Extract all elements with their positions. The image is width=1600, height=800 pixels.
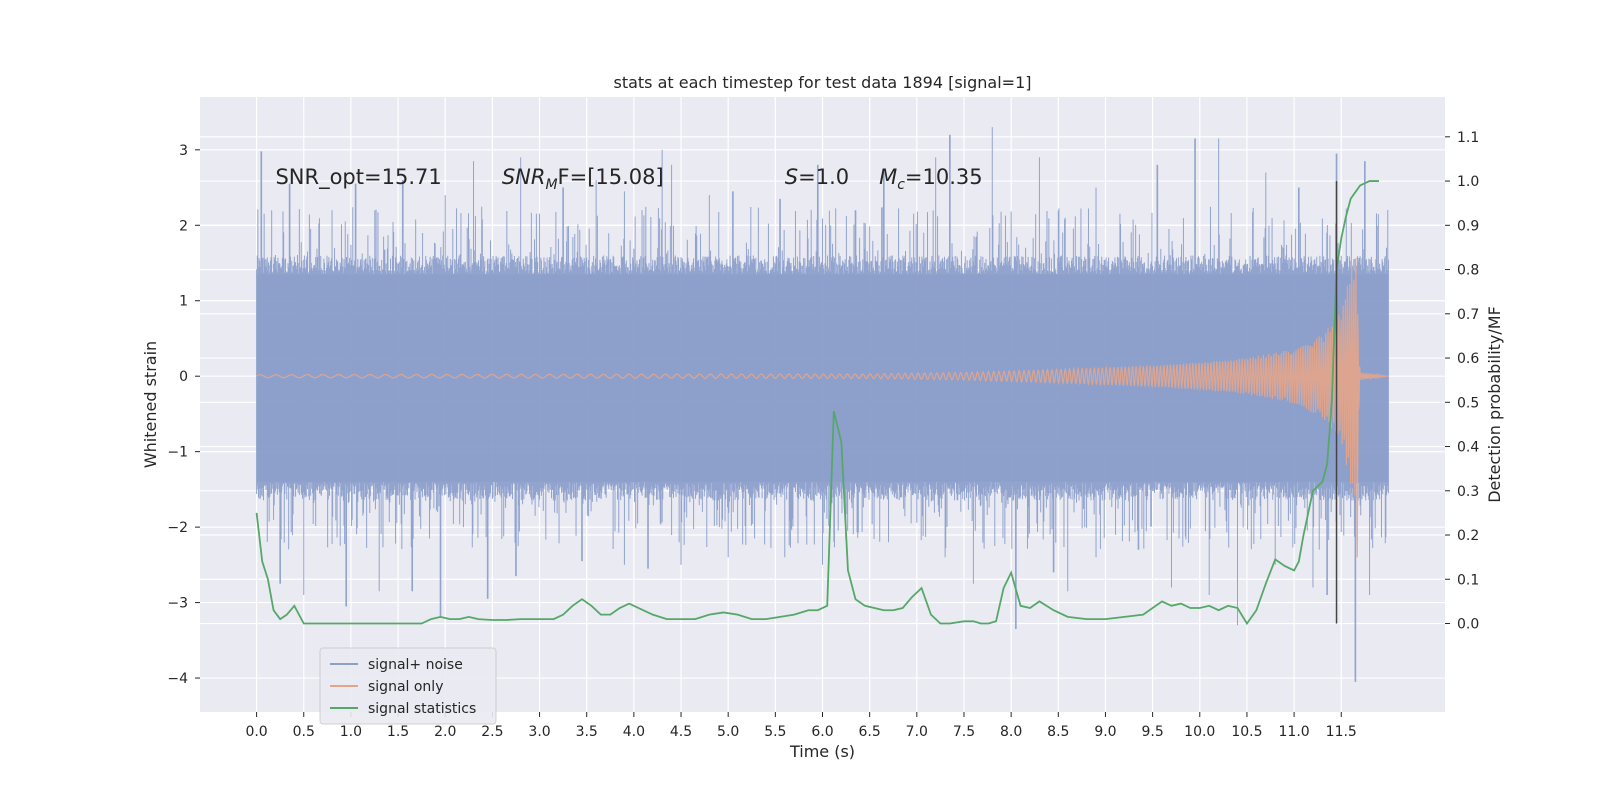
y2-axis-label: Detection probability/MF [1485,306,1504,503]
annotations: SNR_opt=15.71 SNRMF=[15.08] S=1.0 Mc=10.35 [275,165,982,193]
y2-tick-label: 0.0 [1457,617,1479,633]
y2-tick-label: 0.5 [1457,395,1479,411]
y-tick-label: 3 [179,143,188,159]
y-tick-label: −2 [167,520,188,536]
x-tick-label: 5.0 [717,724,739,740]
legend-label: signal only [368,679,443,695]
y2-tick-label: 0.3 [1457,484,1479,500]
x-tick-label: 1.0 [340,724,362,740]
x-tick-label: 7.0 [906,724,928,740]
x-tick-label: 9.5 [1141,724,1163,740]
legend-box [319,647,497,725]
y2-tick-label: 0.8 [1457,263,1479,279]
x-axis: 0.0 0.5 1.0 1.5 2.0 2.5 3.0 3.5 4.0 4.5 5.0 5.5 6.0 6… [245,712,1357,740]
x-tick-label: 8.5 [1047,724,1069,740]
y2-tick-label: 1.0 [1457,174,1479,190]
y2-tick-label: 0.1 [1457,572,1479,588]
y-tick-label: −1 [167,445,188,461]
annotation: SNRMF=[15.08] [502,165,664,193]
x-tick-label: 3.5 [576,724,598,740]
x-tick-label: 11.0 [1279,724,1310,740]
annotation: Mc=10.35 [879,165,983,193]
x-tick-label: 8.0 [1000,724,1022,740]
series-layer [255,127,1389,682]
y2-tick-label: 0.2 [1457,528,1479,544]
x-tick-label: 6.5 [859,724,881,740]
series-signal-statistics [255,180,1379,626]
x-tick-label: 5.5 [764,724,786,740]
y-tick-label: 2 [179,218,188,234]
y-axis-right: 0.0 0.1 0.2 0.3 0.4 0.5 0.6 0.7 0.8 0.9 1.0 1.1 [1445,130,1479,633]
y-axis-left: −4 −3 −2 −1 0 1 2 3 [167,143,200,687]
annotation: SNR_opt=15.71 [275,165,441,190]
y2-tick-label: 0.7 [1457,307,1479,323]
y-axis-label: Whitened strain [141,341,160,468]
y-tick-label: −4 [167,671,188,687]
x-tick-label: 0.5 [293,724,315,740]
x-tick-label: 6.0 [811,724,833,740]
y2-tick-label: 0.6 [1457,351,1479,367]
x-tick-label: 2.0 [434,724,456,740]
chart-title: stats at each timestep for test data 189… [613,73,1031,92]
y-tick-label: 1 [179,294,188,310]
series-signal-only [256,257,1389,558]
y-tick-label: −3 [167,596,188,612]
legend-label: signal+ noise [368,657,463,673]
x-axis-label: Time (s) [789,742,855,761]
x-tick-label: 2.5 [481,724,503,740]
x-tick-label: 9.0 [1094,724,1116,740]
x-tick-label: 11.5 [1326,724,1357,740]
y2-tick-label: 0.4 [1457,440,1479,456]
x-tick-label: 1.5 [387,724,409,740]
y2-tick-label: 0.9 [1457,218,1479,234]
legend: signal+ noise signal only signal statistic… [319,647,497,725]
x-tick-label: 4.5 [670,724,692,740]
x-tick-label: 0.0 [245,724,267,740]
y2-tick-label: 1.1 [1457,130,1479,146]
legend-label: signal statistics [368,701,476,717]
y-tick-label: 0 [179,369,188,385]
x-tick-label: 10.0 [1184,724,1215,740]
x-tick-label: 3.0 [528,724,550,740]
annotation: S=1.0 [785,165,849,189]
x-tick-label: 4.0 [623,724,645,740]
x-tick-label: 7.5 [953,724,975,740]
x-tick-label: 10.5 [1231,724,1262,740]
